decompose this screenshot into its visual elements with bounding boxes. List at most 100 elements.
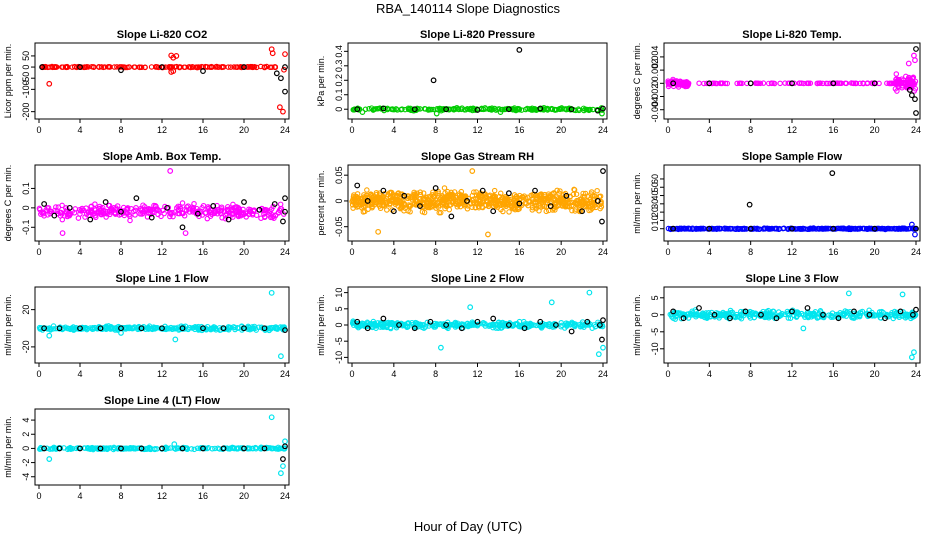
data-point <box>912 231 918 238</box>
data-point <box>105 325 112 332</box>
average-point <box>354 182 361 189</box>
y-tick-label: -4 <box>21 473 31 481</box>
y-tick-label: 10 <box>650 215 660 225</box>
average-point <box>537 318 544 325</box>
data-point <box>497 109 504 116</box>
data-point <box>277 205 284 212</box>
data-point <box>513 321 520 328</box>
data-point <box>589 205 595 212</box>
figure-title: RBA_140114 Slope Diagnostics <box>376 1 561 16</box>
data-point <box>525 323 532 329</box>
average-point <box>282 327 288 334</box>
data-point <box>768 225 775 232</box>
average-point <box>273 70 280 77</box>
data-point <box>487 200 494 207</box>
x-tick-label: 8 <box>433 369 438 379</box>
x-tick-label: 4 <box>391 369 396 379</box>
data-point <box>552 106 558 113</box>
average-point <box>758 311 764 318</box>
panel-title: Slope Li-820 CO2 <box>117 29 207 41</box>
y-axis-label: ml/min per min. <box>632 172 642 234</box>
data-point <box>446 322 453 328</box>
data-point <box>850 226 857 232</box>
data-point <box>137 206 144 212</box>
average-point <box>547 203 554 209</box>
data-point <box>200 202 207 209</box>
data-point <box>734 80 740 87</box>
average-point <box>906 87 913 93</box>
x-tick-label: 24 <box>598 369 608 379</box>
average-point <box>866 311 873 318</box>
panel-title: Slope Amb. Box Temp. <box>103 151 222 163</box>
plot-frame <box>34 42 290 120</box>
data-point <box>67 444 73 451</box>
data-point <box>911 52 917 59</box>
x-tick-label: 16 <box>198 125 208 135</box>
average-point <box>380 187 387 194</box>
data-point <box>860 80 867 87</box>
data-point <box>433 205 439 211</box>
x-tick-label: 24 <box>280 491 290 501</box>
data-point <box>203 326 209 332</box>
data-point <box>362 106 369 113</box>
average-point <box>396 322 402 328</box>
average-point <box>820 311 826 318</box>
data-point <box>844 308 850 315</box>
data-layer <box>665 170 919 238</box>
y-tick-label: 5 <box>334 306 344 311</box>
data-point <box>83 64 89 71</box>
y-axis-label: degrees C per min. <box>3 165 13 242</box>
data-point <box>558 195 564 201</box>
x-tick-label: 0 <box>349 125 354 135</box>
panel-9: Slope Line 3 Flow 0 4 8 12 16 20 24 5 0 -5 -10 ml/mi… <box>632 273 921 379</box>
average-point <box>427 318 434 325</box>
data-point <box>823 225 830 232</box>
data-point <box>489 322 495 328</box>
data-point <box>580 190 586 197</box>
average-point <box>200 445 206 452</box>
panel-4: Slope Amb. Box Temp. 0 4 8 12 16 20 24 0.1 0 -0.1 d… <box>3 151 290 257</box>
average-point <box>159 64 165 70</box>
data-point <box>805 80 812 86</box>
average-point <box>411 325 418 332</box>
average-point <box>179 325 186 332</box>
data-point <box>461 201 467 208</box>
data-point <box>525 198 532 204</box>
data-point <box>757 80 764 87</box>
data-point <box>392 201 399 208</box>
data-point <box>586 289 593 296</box>
data-point <box>749 309 756 316</box>
average-point <box>537 105 544 112</box>
data-point <box>395 190 401 197</box>
average-point <box>474 107 481 113</box>
data-point <box>105 64 112 70</box>
data-point <box>267 445 273 451</box>
data-point <box>440 197 446 203</box>
data-point <box>764 308 770 315</box>
data-point <box>818 313 825 319</box>
data-point <box>577 321 583 328</box>
data-point <box>478 194 485 200</box>
data-point <box>278 470 284 477</box>
data-point <box>800 325 807 332</box>
data-point <box>469 168 476 174</box>
panel-7: Slope Line 1 Flow 0 4 8 12 16 20 24 20 -20 ml/min … <box>3 273 290 379</box>
data-point <box>569 207 575 214</box>
data-point <box>174 205 180 211</box>
average-point <box>789 308 795 315</box>
data-point <box>90 326 97 332</box>
data-point <box>491 195 498 201</box>
data-point <box>43 207 49 213</box>
x-tick-label: 16 <box>828 247 838 257</box>
y-tick-label: 0.004 <box>650 46 660 69</box>
average-point <box>490 315 497 322</box>
data-point <box>675 226 682 233</box>
data-point <box>267 325 274 332</box>
data-point <box>182 445 189 451</box>
data-point <box>64 63 70 70</box>
data-point <box>66 211 73 218</box>
data-point <box>380 320 386 327</box>
data-point <box>599 110 605 117</box>
data-point <box>207 207 214 213</box>
data-point <box>171 441 178 448</box>
